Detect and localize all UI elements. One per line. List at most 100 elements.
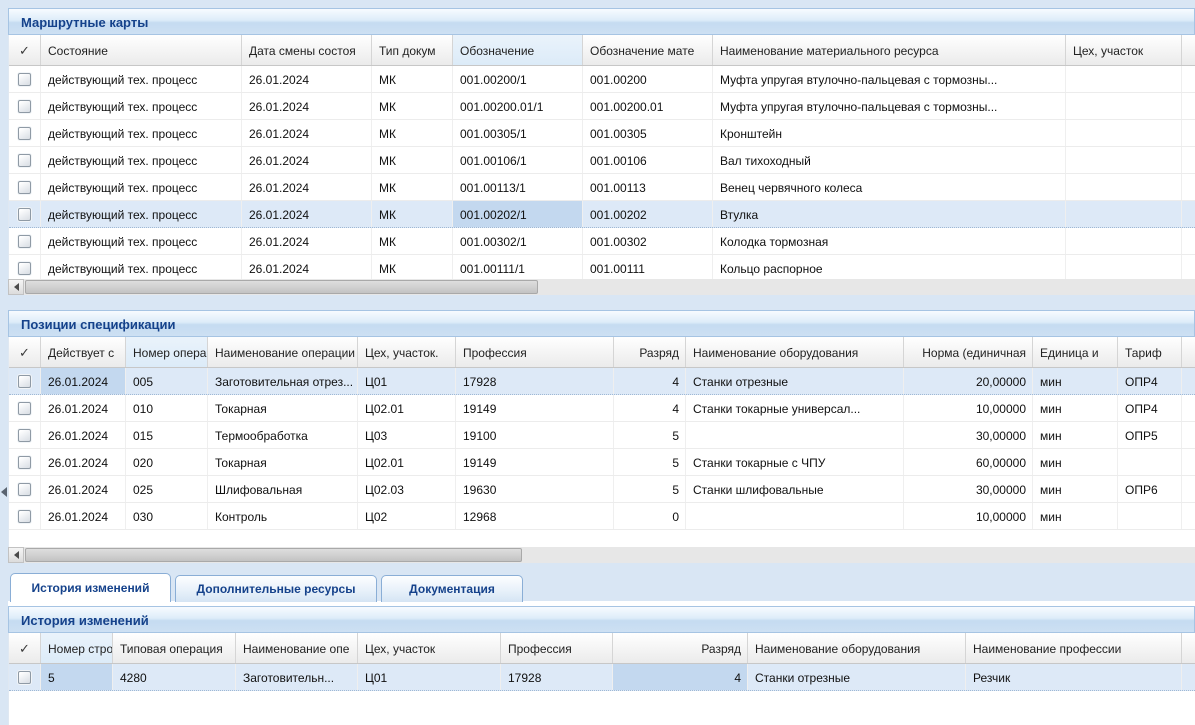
table-row[interactable]: 5 4280 Заготовительн... Ц01 17928 4 Станки отр… (9, 664, 1195, 691)
header-cell[interactable]: Номер стро (41, 633, 113, 663)
table-cell[interactable]: действующий тех. процесс (41, 255, 242, 279)
table-cell[interactable]: 19149 (456, 395, 614, 421)
table-cell[interactable]: мин (1033, 368, 1118, 394)
table-cell[interactable]: 12968 (456, 503, 614, 529)
table-cell[interactable]: 4 (613, 664, 748, 690)
table-cell[interactable]: действующий тех. процесс (41, 201, 242, 227)
row-checkbox[interactable] (18, 153, 31, 167)
table-cell[interactable]: 19630 (456, 476, 614, 502)
table-cell[interactable]: Токарная (208, 449, 358, 475)
row-select-cell[interactable] (9, 120, 41, 146)
table-row[interactable]: действующий тех. процесс 26.01.2024 МК 001.… (9, 93, 1195, 120)
table-cell[interactable]: 020 (126, 449, 208, 475)
table-cell[interactable]: 30,00000 (904, 422, 1033, 448)
row-select-cell[interactable] (9, 368, 41, 394)
table-cell[interactable]: Ц02.01 (358, 449, 456, 475)
row-select-cell[interactable] (9, 664, 41, 690)
table-row[interactable]: действующий тех. процесс 26.01.2024 МК 001.… (9, 255, 1195, 279)
row-checkbox[interactable] (18, 180, 31, 194)
table-row[interactable]: действующий тех. процесс 26.01.2024 МК 001.… (9, 228, 1195, 255)
table-cell[interactable] (686, 503, 904, 529)
table-cell[interactable]: ОПР4 (1118, 368, 1182, 394)
table-cell[interactable]: 19149 (456, 449, 614, 475)
table-cell[interactable]: МК (372, 228, 453, 254)
table-cell[interactable]: Муфта упругая втулочно-пальцевая с тормо… (713, 66, 1066, 92)
header-cell[interactable]: Типовая операция (113, 633, 236, 663)
header-cell[interactable]: Номер опера (126, 337, 208, 367)
table-cell[interactable]: МК (372, 147, 453, 173)
table-cell[interactable]: 26.01.2024 (242, 255, 372, 279)
table-cell[interactable]: 001.00106 (583, 147, 713, 173)
table-cell[interactable]: 26.01.2024 (41, 503, 126, 529)
header-cell[interactable]: Наименование операции (208, 337, 358, 367)
table-cell[interactable]: Ц03 (358, 422, 456, 448)
table-cell[interactable] (1066, 120, 1182, 146)
header-cell[interactable]: Тип докум (372, 35, 453, 65)
table-cell[interactable]: 001.00200.01 (583, 93, 713, 119)
table-cell[interactable]: 17928 (501, 664, 613, 690)
table-row[interactable]: действующий тех. процесс 26.01.2024 МК 001.… (9, 66, 1195, 93)
select-all-header-cell[interactable]: ✓ (9, 337, 41, 367)
table-cell[interactable]: 26.01.2024 (242, 66, 372, 92)
table-cell[interactable]: мин (1033, 476, 1118, 502)
header-cell[interactable]: Наименование оборудования (686, 337, 904, 367)
header-cell[interactable]: Цех, участок (358, 633, 501, 663)
row-checkbox[interactable] (18, 509, 31, 523)
table-cell[interactable]: 26.01.2024 (41, 449, 126, 475)
table-cell[interactable]: 26.01.2024 (41, 368, 126, 394)
table-cell[interactable]: Термообработка (208, 422, 358, 448)
table-cell[interactable]: 26.01.2024 (242, 228, 372, 254)
table-cell[interactable]: 19100 (456, 422, 614, 448)
table-row[interactable]: 26.01.2024 020 Токарная Ц02.01 19149 5 Станки … (9, 449, 1195, 476)
tab-documentation[interactable]: Документация (381, 575, 523, 602)
table-cell[interactable]: Заготовительн... (236, 664, 358, 690)
table-row[interactable]: действующий тех. процесс 26.01.2024 МК 001.… (9, 201, 1195, 228)
table-cell[interactable]: 10,00000 (904, 503, 1033, 529)
table-cell[interactable]: 26.01.2024 (242, 120, 372, 146)
row-select-cell[interactable] (9, 449, 41, 475)
table-cell[interactable]: 10,00000 (904, 395, 1033, 421)
table-cell[interactable]: Ц02.01 (358, 395, 456, 421)
table-cell[interactable]: 26.01.2024 (242, 147, 372, 173)
table-row[interactable]: действующий тех. процесс 26.01.2024 МК 001.… (9, 174, 1195, 201)
table-cell[interactable]: Ц02.03 (358, 476, 456, 502)
table-cell[interactable] (1066, 228, 1182, 254)
header-cell[interactable]: Наименование материального ресурса (713, 35, 1066, 65)
table-cell[interactable]: МК (372, 66, 453, 92)
table-cell[interactable]: Колодка тормозная (713, 228, 1066, 254)
row-checkbox[interactable] (18, 99, 31, 113)
row-checkbox[interactable] (18, 207, 31, 221)
table-row[interactable]: 26.01.2024 010 Токарная Ц02.01 19149 4 Станки … (9, 395, 1195, 422)
table-cell[interactable]: 26.01.2024 (242, 174, 372, 200)
table-cell[interactable]: 001.00202/1 (453, 201, 583, 227)
table-cell[interactable]: 001.00302 (583, 228, 713, 254)
table-cell[interactable]: Заготовительная отрез... (208, 368, 358, 394)
table-cell[interactable]: МК (372, 201, 453, 227)
table-cell[interactable]: Ц01 (358, 368, 456, 394)
row-checkbox[interactable] (18, 374, 31, 388)
header-cell[interactable]: Норма (единичная (904, 337, 1033, 367)
table-cell[interactable]: 001.00113 (583, 174, 713, 200)
table-cell[interactable]: Шлифовальная (208, 476, 358, 502)
table-cell[interactable]: Станки отрезные (748, 664, 966, 690)
table-cell[interactable] (686, 422, 904, 448)
table-cell[interactable]: действующий тех. процесс (41, 66, 242, 92)
header-cell[interactable]: Обозначение мате (583, 35, 713, 65)
table-cell[interactable]: 5 (614, 449, 686, 475)
table-cell[interactable]: 001.00202 (583, 201, 713, 227)
table-cell[interactable] (1118, 449, 1182, 475)
header-cell[interactable]: Наименование оборудования (748, 633, 966, 663)
table-cell[interactable]: 030 (126, 503, 208, 529)
table-cell[interactable]: мин (1033, 395, 1118, 421)
header-cell[interactable]: Профессия (501, 633, 613, 663)
table-cell[interactable]: Муфта упругая втулочно-пальцевая с тормо… (713, 93, 1066, 119)
collapse-panel-icon[interactable] (1, 487, 7, 497)
table-cell[interactable]: 005 (126, 368, 208, 394)
header-cell[interactable]: Профессия (456, 337, 614, 367)
select-all-header-cell[interactable]: ✓ (9, 35, 41, 65)
header-cell[interactable]: Цех, участок (1066, 35, 1182, 65)
table-cell[interactable]: Ц02 (358, 503, 456, 529)
table-cell[interactable]: действующий тех. процесс (41, 120, 242, 146)
table-cell[interactable]: 26.01.2024 (242, 201, 372, 227)
table-cell[interactable] (1118, 503, 1182, 529)
